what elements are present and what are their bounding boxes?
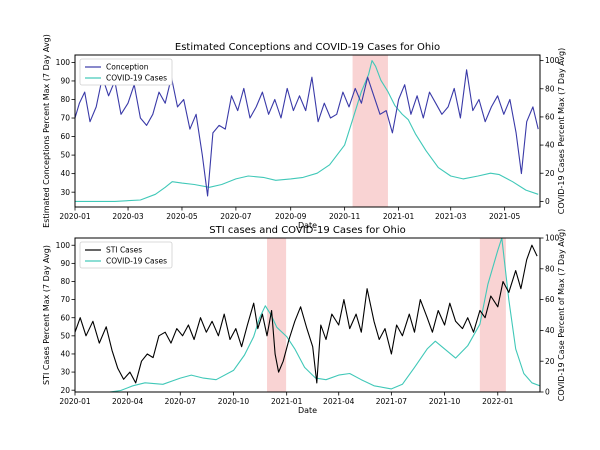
series-line-conception bbox=[75, 69, 539, 197]
y-tick-label-left: 80 bbox=[60, 277, 70, 286]
shaded-region bbox=[352, 55, 388, 207]
x-tick-label: 2021-04 bbox=[323, 397, 355, 406]
y-tick-label-left: 40 bbox=[60, 169, 70, 178]
chart-title: Estimated Conceptions and COVID-19 Cases… bbox=[175, 42, 440, 53]
x-tick-label: 2020-07 bbox=[165, 397, 197, 406]
x-tick-label: 2020-10 bbox=[218, 397, 250, 406]
legend-entry: COVID-19 Cases bbox=[106, 74, 167, 83]
x-axis-label: Date bbox=[298, 406, 317, 415]
legend: Conception COVID-19 Cases bbox=[79, 58, 173, 86]
y-axis-label-left: STI Cases Percent Max (7 Day Avg) bbox=[42, 245, 51, 385]
legend-box bbox=[79, 241, 173, 269]
chart-top: 2020-01 2020-03 2020-05 2020-07 2020-09 2020-… bbox=[42, 34, 566, 230]
series-line-covid-19-cases bbox=[75, 60, 539, 202]
y-tick-label-left: 80 bbox=[60, 95, 70, 104]
series-line-covid-19-cases bbox=[75, 238, 540, 392]
legend-entry: Conception bbox=[106, 63, 149, 72]
y-tick-label-right: 40 bbox=[545, 326, 555, 335]
y-tick-label-left: 60 bbox=[60, 132, 70, 141]
x-tick-label: 2021-05 bbox=[489, 212, 521, 221]
y-axis-label-right: COVID-19 Case Percent of Max (7 Day Avg) bbox=[557, 229, 566, 401]
legend-entry: STI Cases bbox=[106, 246, 142, 255]
shaded-region bbox=[479, 238, 506, 392]
legend-box bbox=[79, 58, 173, 86]
x-tick-label: 2021-10 bbox=[429, 397, 461, 406]
chart-bottom: 2020-01 2020-04 2020-07 2020-10 2021-01 2021-… bbox=[42, 225, 566, 415]
y-tick-label-left: 90 bbox=[60, 259, 70, 268]
y-tick-label-right: 0 bbox=[545, 388, 550, 397]
chart-title: STI cases and COVID-19 Cases for Ohio bbox=[209, 225, 406, 236]
x-tick-label: 2020-04 bbox=[112, 397, 144, 406]
y-tick-label-right: 100 bbox=[545, 234, 560, 243]
x-tick-label: 2020-01 bbox=[59, 212, 91, 221]
y-tick-label-left: 90 bbox=[60, 77, 70, 86]
y-tick-label-left: 70 bbox=[60, 114, 70, 123]
y-tick-label-right: 100 bbox=[545, 56, 560, 65]
y-tick-label-left: 100 bbox=[56, 241, 71, 250]
y-tick-label-right: 0 bbox=[545, 197, 550, 206]
x-tick-label: 2021-01 bbox=[271, 397, 303, 406]
x-tick-label: 2020-03 bbox=[112, 212, 144, 221]
y-tick-label-left: 100 bbox=[56, 58, 71, 67]
y-tick-label-right: 20 bbox=[545, 357, 555, 366]
y-tick-label-left: 50 bbox=[60, 151, 70, 160]
plot-frame bbox=[74, 54, 541, 208]
x-axis-label: Date bbox=[298, 221, 317, 230]
y-tick-label-right: 60 bbox=[545, 295, 555, 304]
y-tick-label-right: 20 bbox=[545, 169, 555, 178]
x-tick-label: 2021-01 bbox=[383, 212, 415, 221]
y-tick-label-left: 50 bbox=[60, 331, 70, 340]
y-tick-label-right: 60 bbox=[545, 113, 555, 122]
y-axis-label-left: Estimated Conceptions Percent Max (7 Day… bbox=[42, 34, 51, 228]
legend-entry: COVID-19 Cases bbox=[106, 257, 167, 266]
y-tick-label-left: 40 bbox=[60, 350, 70, 359]
y-tick-label-left: 30 bbox=[60, 368, 70, 377]
legend: STI Cases COVID-19 Cases bbox=[79, 241, 173, 269]
x-tick-label: 2020-07 bbox=[220, 212, 252, 221]
x-tick-label: 2020-11 bbox=[329, 212, 361, 221]
shaded-region bbox=[267, 238, 287, 392]
x-tick-label: 2020-09 bbox=[275, 212, 307, 221]
y-tick-label-left: 30 bbox=[60, 188, 70, 197]
x-tick-label: 2020-01 bbox=[59, 397, 91, 406]
y-tick-label-right: 40 bbox=[545, 141, 555, 150]
x-tick-label: 2020-05 bbox=[166, 212, 198, 221]
x-tick-label: 2021-07 bbox=[376, 397, 408, 406]
x-tick-label: 2022-01 bbox=[482, 397, 514, 406]
series-line-sti-cases bbox=[75, 244, 538, 384]
y-axis-label-right: COVID-19 Cases Percent Max (7 Day Avg) bbox=[557, 48, 566, 214]
y-tick-label-left: 70 bbox=[60, 295, 70, 304]
y-tick-label-right: 80 bbox=[545, 84, 555, 93]
y-tick-label-left: 60 bbox=[60, 313, 70, 322]
y-tick-label-right: 80 bbox=[545, 264, 555, 273]
x-tick-label: 2021-03 bbox=[435, 212, 467, 221]
plot-frame bbox=[74, 237, 541, 393]
y-tick-label-left: 20 bbox=[60, 386, 70, 395]
